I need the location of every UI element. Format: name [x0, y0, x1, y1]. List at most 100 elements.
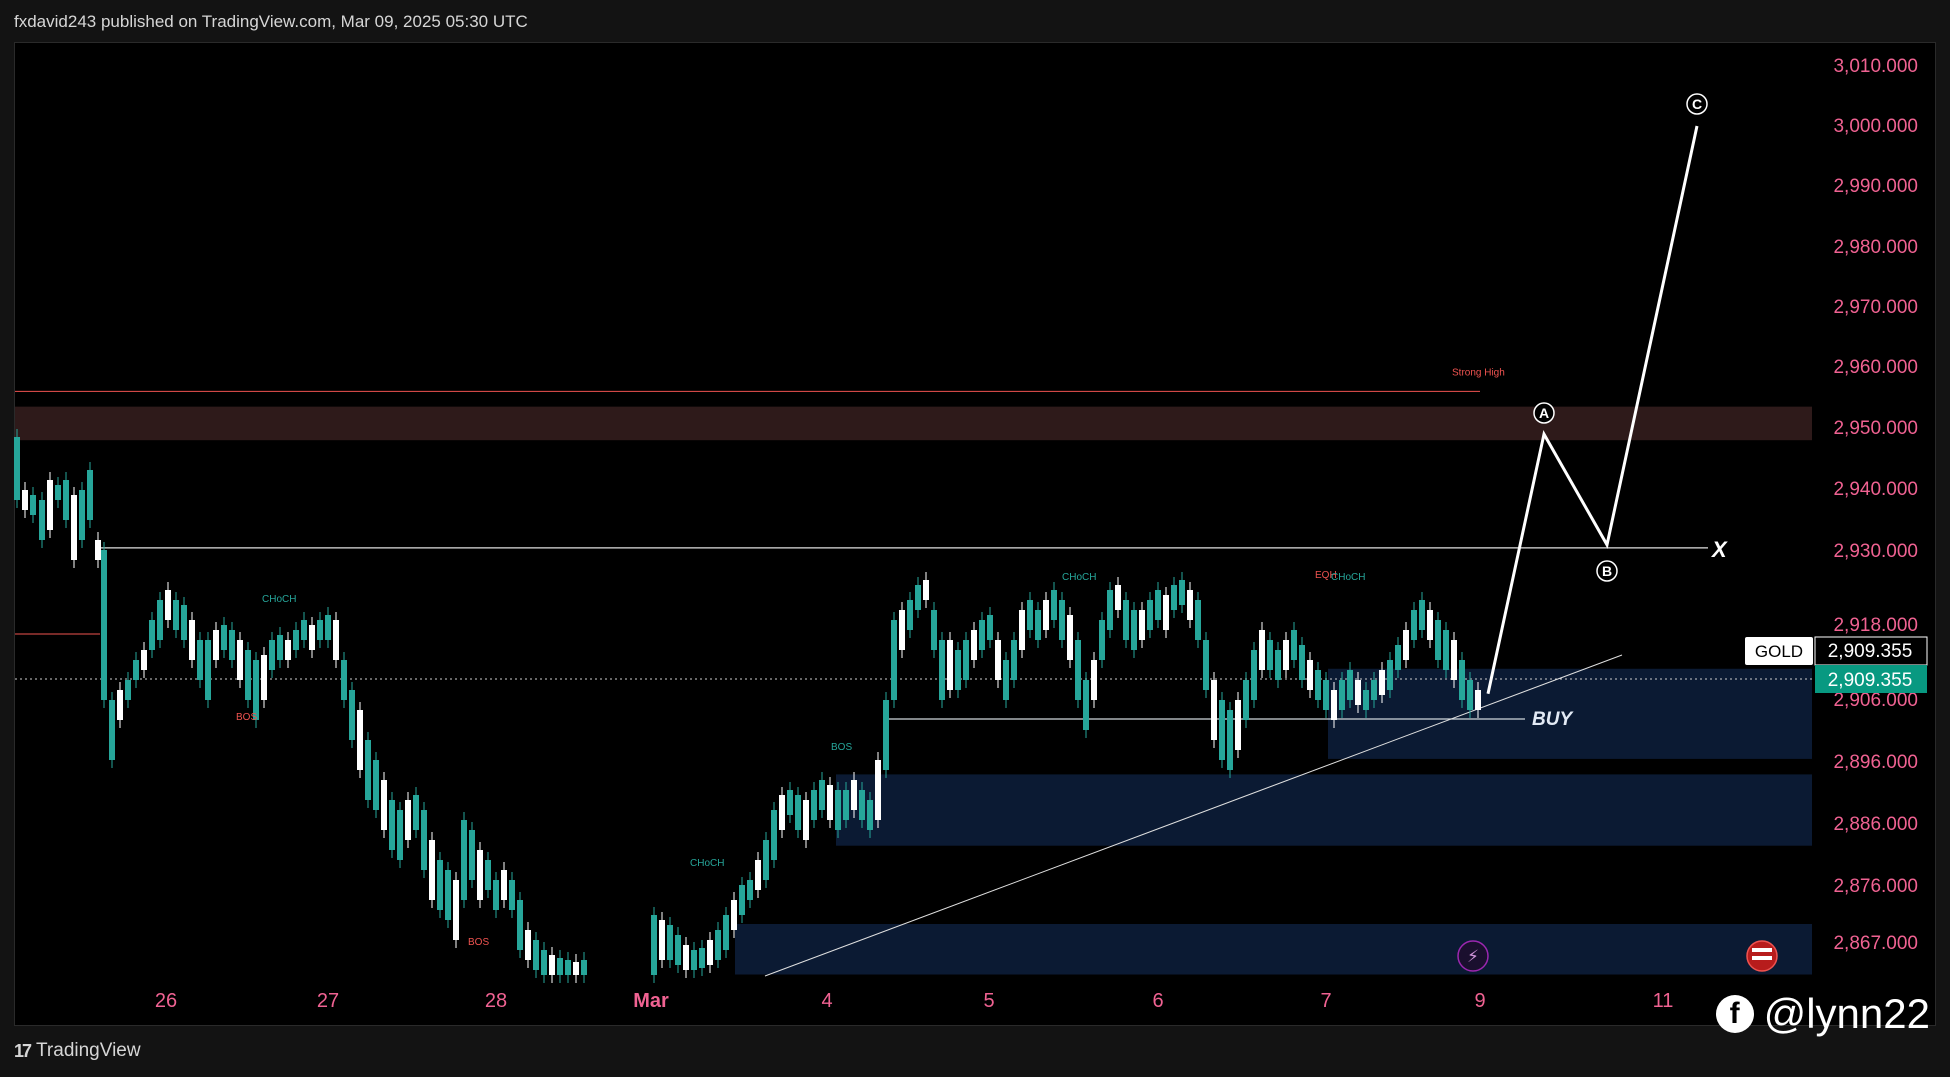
candle-body: [1131, 610, 1137, 650]
candle-body: [157, 600, 163, 640]
candle-body: [197, 640, 203, 680]
candle-body: [429, 840, 435, 900]
x-tick-label: 26: [155, 990, 177, 1012]
candle-body: [1235, 700, 1241, 750]
symbol-label: GOLD: [1755, 642, 1803, 661]
candle-body: [1171, 585, 1177, 610]
candle-body: [955, 650, 961, 690]
candle-body: [141, 650, 147, 670]
candle-body: [165, 590, 171, 620]
candle-body: [373, 760, 379, 810]
candle-body: [1467, 680, 1473, 710]
flag-stripe: [1752, 948, 1772, 952]
candle-body: [1115, 585, 1121, 610]
candle-body: [365, 740, 371, 800]
candle-body: [557, 958, 563, 975]
structure-label: CHoCH: [1331, 572, 1365, 583]
x-tick-label: Mar: [633, 990, 669, 1012]
candle-body: [819, 780, 825, 810]
tradingview-icon: 17: [14, 1040, 32, 1061]
candle-body: [149, 620, 155, 650]
candle-body: [541, 950, 547, 975]
candle-body: [707, 940, 713, 965]
last-price-label: 2,909.355: [1828, 641, 1913, 662]
candle-body: [461, 820, 467, 900]
candle-body: [1371, 680, 1377, 700]
structure-label: CHoCH: [1062, 572, 1096, 583]
candle-body: [1387, 660, 1393, 690]
tradingview-brand: TradingView: [36, 1040, 141, 1061]
x-tick-label: 4: [821, 990, 832, 1012]
candle-body: [277, 635, 283, 660]
candle-body: [1035, 610, 1041, 640]
x-tick-label: 5: [983, 990, 994, 1012]
candle-body: [565, 960, 571, 975]
zone-demand-1: [1328, 668, 1812, 759]
candle-body: [755, 860, 761, 890]
candle-body: [1187, 590, 1193, 620]
y-tick-label: 2,940.000: [1833, 479, 1918, 500]
candle-body: [1267, 640, 1273, 670]
zone-demand-2: [836, 774, 1812, 846]
candle-body: [787, 790, 793, 815]
candle-body: [1291, 630, 1297, 660]
candle-body: [1411, 610, 1417, 640]
x-tick-label: 27: [317, 990, 339, 1012]
candle-body: [285, 640, 291, 660]
y-tick-label: 2,906.000: [1833, 690, 1918, 711]
candle-body: [95, 540, 101, 560]
candle-body: [763, 840, 769, 880]
candle-body: [1163, 595, 1169, 630]
wave-a-label: A: [1539, 405, 1549, 421]
candle-body: [14, 437, 20, 500]
candle-body: [381, 780, 387, 830]
lightning-event-icon: [1457, 940, 1489, 972]
tradingview-logo[interactable]: 17 TradingView: [14, 1040, 141, 1062]
buy-label: BUY: [1532, 709, 1574, 730]
candle-body: [683, 945, 689, 970]
chart-area[interactable]: [14, 42, 1936, 1026]
candle-body: [1435, 620, 1441, 660]
candle-body: [501, 870, 507, 900]
candle-body: [1099, 620, 1105, 660]
candle-body: [1083, 680, 1089, 730]
candle-body: [485, 860, 491, 890]
candle-body: [413, 795, 419, 830]
candle-body: [301, 620, 307, 640]
candle-body: [1379, 670, 1385, 695]
candle-body: [1243, 680, 1249, 720]
candle-body: [883, 700, 889, 770]
x-mark-label: X: [1710, 537, 1728, 562]
flag-stripe: [1752, 956, 1772, 960]
candle-body: [915, 585, 921, 610]
candle-body: [1091, 660, 1097, 700]
candle-body: [803, 800, 809, 840]
wave-b-marker: [1596, 560, 1618, 582]
candle-body: [1475, 690, 1481, 710]
last-price-box: [1814, 636, 1928, 666]
candle-body: [333, 620, 339, 660]
structure-label: CHoCH: [262, 594, 296, 605]
candle-body: [181, 605, 187, 640]
y-tick-label: 2,950.000: [1833, 418, 1918, 439]
x-tick-label: 6: [1152, 990, 1163, 1012]
y-tick-label: 2,960.000: [1833, 357, 1918, 378]
strong-high-label: Strong High: [1452, 367, 1505, 378]
y-tick-label: 2,918.000: [1833, 615, 1918, 636]
candle-body: [173, 600, 179, 630]
candle-body: [517, 900, 523, 950]
candle-body: [405, 800, 411, 840]
candle-body: [87, 470, 93, 520]
candle-body: [715, 930, 721, 960]
candle-body: [899, 610, 905, 650]
candle-body: [1051, 590, 1057, 620]
structure-label: BOS: [831, 742, 852, 753]
candle-body: [269, 640, 275, 670]
candle-body: [317, 620, 323, 640]
candle-body: [30, 495, 36, 515]
candle-body: [1043, 600, 1049, 630]
candle-body: [1275, 650, 1281, 680]
candle-body: [421, 810, 427, 870]
candle-body: [1331, 690, 1337, 720]
